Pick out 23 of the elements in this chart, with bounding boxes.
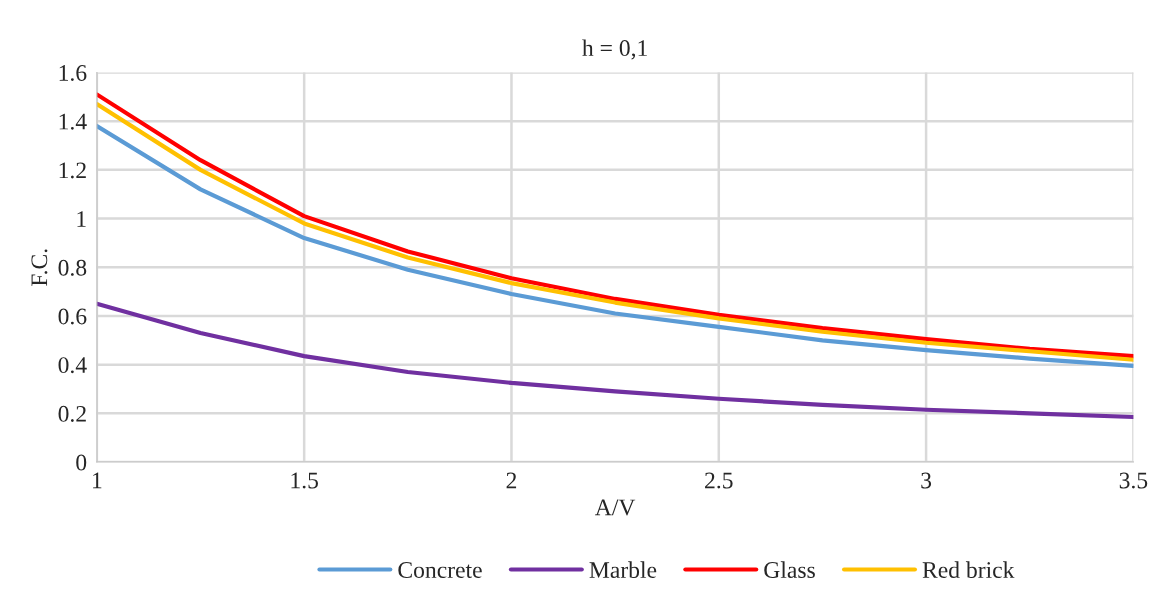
x-tick-label: 3 — [921, 472, 932, 489]
y-tick-label: 1 — [77, 211, 86, 227]
y-tick-label: 0.2 — [58, 405, 86, 422]
chart-title: h = 0,1 — [582, 39, 647, 60]
y-tick-label: 1.2 — [59, 162, 86, 179]
legend-label: Marble — [589, 561, 657, 578]
x-tick-label: 2.5 — [705, 472, 733, 489]
y-tick-label: 1.4 — [59, 113, 87, 130]
y-tick-label: 1.6 — [59, 65, 87, 82]
legend-label: Glass — [764, 561, 815, 578]
x-tick-label: 1.5 — [291, 472, 318, 489]
y-tick-label: 0.6 — [58, 308, 87, 325]
x-tick-label: 3.5 — [1119, 472, 1148, 489]
y-axis-title: F.C. — [31, 249, 48, 286]
y-tick-label: 0 — [76, 454, 87, 471]
x-tick-label: 1 — [93, 472, 102, 489]
legend-label: Concrete — [398, 562, 482, 578]
x-tick-label: 2 — [506, 472, 517, 489]
y-tick-label: 0.8 — [58, 259, 87, 276]
line-series — [96, 301, 1134, 420]
x-axis-title: A/V — [595, 499, 636, 516]
y-tick-label: 0.4 — [58, 357, 87, 374]
legend-label: Red brick — [922, 561, 1015, 578]
